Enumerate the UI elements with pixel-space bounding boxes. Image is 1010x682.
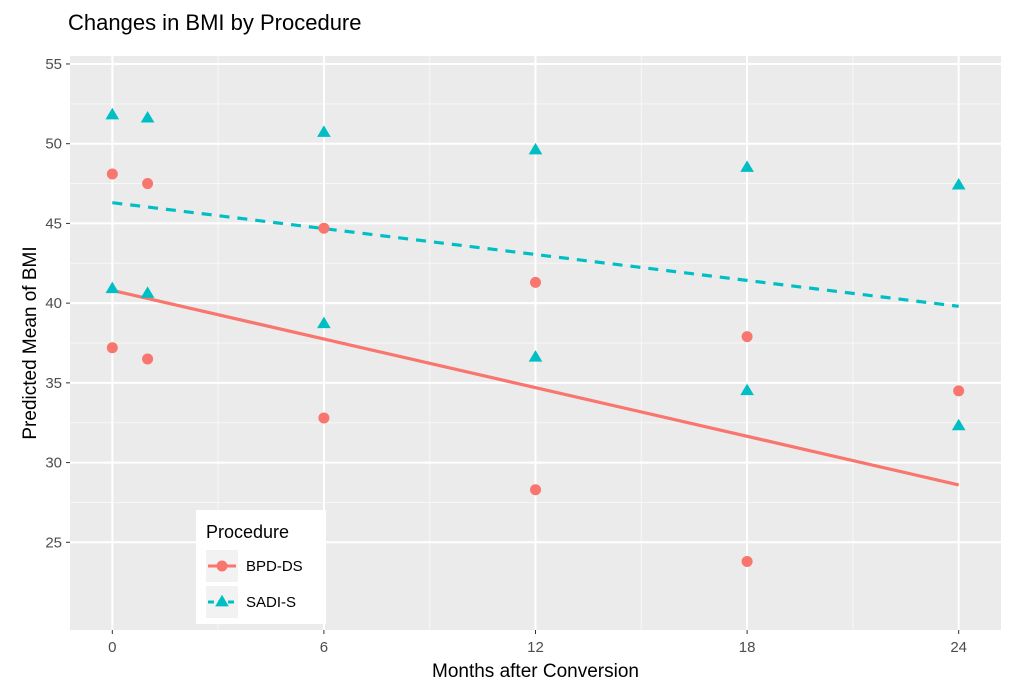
bpd-ds-point [106,168,118,180]
data-points [105,107,966,567]
sadi-s-point [740,160,754,172]
sadi-s-point [140,286,155,298]
y-tick-label: 50 [45,136,62,153]
sadi-s-point [740,383,754,396]
legend-label: SADI-S [246,594,296,611]
y-tick-label: 45 [45,215,62,232]
y-tick-label: 40 [45,295,62,312]
y-tick-label: 55 [45,56,62,73]
sadi-s-point [951,418,966,431]
x-tick-label: 24 [950,639,967,656]
x-axis-title: Months after Conversion [432,661,639,682]
sadi-s-point [317,316,331,329]
legend-entries: BPD-DS SADI-S [206,550,303,618]
x-tick-label: 6 [320,639,328,656]
x-tick-label: 12 [527,639,544,656]
bpd-ds-point [741,555,753,567]
sadi-s-point [317,125,331,137]
sadi-s-point [528,142,543,155]
x-tick-label: 18 [739,639,756,656]
bpd-ds-point [953,385,965,397]
bpd-ds-trend-line [111,288,960,487]
bpd-ds-point [106,342,118,354]
bpd-ds-point [142,353,154,365]
legend-label: BPD-DS [246,558,303,575]
y-tick-label: 30 [45,455,62,472]
legend-title: Procedure [206,522,289,542]
bpd-ds-point [741,331,753,343]
bpd-ds-point [318,222,330,234]
sadi-s-trend-line [112,201,959,308]
y-tick-label: 35 [45,375,62,392]
chart-title: Changes in BMI by Procedure [68,10,362,35]
x-axis: 0 6 12 18 24 [108,630,967,656]
bpd-ds-point [142,178,154,190]
legend: Procedure BPD-DS SADI-S [196,510,326,624]
sadi-s-point [528,350,543,362]
y-axis: 25 30 35 40 45 50 55 [45,56,70,551]
bpd-ds-point [318,412,330,424]
sadi-s-point [105,281,120,294]
sadi-s-point [105,107,120,120]
bpd-ds-point [530,484,541,496]
x-tick-label: 0 [108,639,116,656]
y-axis-title: Predicted Mean of BMI [20,246,41,439]
sadi-s-point [951,177,966,190]
trend-lines [111,201,960,487]
bpd-ds-point [530,276,541,288]
sadi-s-point [140,110,155,123]
legend-key-marker [215,594,229,607]
legend-key-marker [216,560,228,572]
y-tick-label: 25 [45,534,62,551]
